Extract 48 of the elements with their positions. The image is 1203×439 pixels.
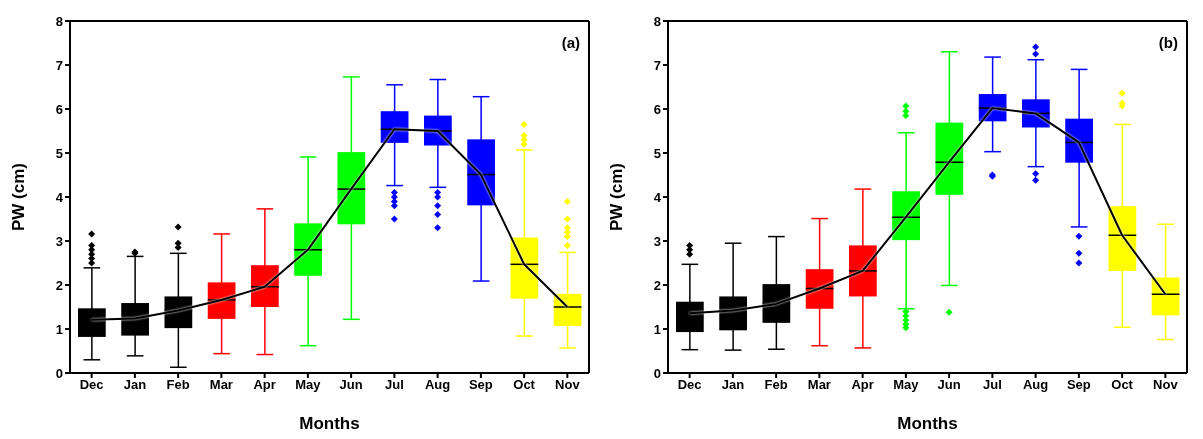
x-tick-label: Aug — [424, 377, 451, 393]
x-tick-label: Jul — [384, 377, 404, 393]
x-tick-label: Nov — [555, 377, 581, 393]
y-tick-label: 5 — [653, 145, 661, 161]
x-tick-label: Mar — [807, 377, 831, 393]
y-tick-label: 8 — [653, 13, 661, 29]
y-tick-label: 2 — [55, 277, 63, 293]
y-tick-label: 8 — [55, 13, 63, 29]
x-tick-label: Jan — [123, 377, 147, 393]
y-tick-label: 4 — [55, 189, 64, 205]
y-tick-label: 0 — [653, 365, 661, 381]
x-tick-label: Nov — [1153, 377, 1179, 393]
x-tick-label: Feb — [764, 377, 788, 393]
y-tick-label: 3 — [55, 233, 63, 249]
y-tick-label: 4 — [653, 189, 662, 205]
x-tick-label: Sep — [468, 377, 493, 393]
y-tick-label: 2 — [653, 277, 661, 293]
x-axis-title: Months — [299, 414, 360, 433]
y-tick-label: 5 — [55, 145, 63, 161]
x-tick-label: Dec — [677, 377, 702, 393]
x-tick-label: Jun — [339, 377, 363, 393]
x-tick-label: Jun — [937, 377, 961, 393]
annotation: (a) — [561, 34, 580, 51]
x-tick-label: Apr — [851, 377, 874, 393]
y-axis-title: PW (cm) — [607, 163, 627, 231]
x-axis-title: Months — [897, 414, 958, 433]
x-tick-label: Feb — [166, 377, 190, 393]
x-tick-label: Apr — [253, 377, 276, 393]
y-tick-label: 1 — [653, 321, 661, 337]
y-tick-label: 6 — [55, 101, 63, 117]
x-tick-label: Dec — [79, 377, 104, 393]
y-tick-label: 1 — [55, 321, 63, 337]
x-tick-label: Sep — [1066, 377, 1091, 393]
annotation: (b) — [1158, 34, 1178, 51]
x-tick-label: Oct — [1111, 377, 1134, 393]
y-tick-label: 7 — [55, 57, 63, 73]
x-tick-label: May — [295, 377, 322, 393]
x-tick-label: May — [893, 377, 920, 393]
y-tick-label: 7 — [653, 57, 661, 73]
x-tick-label: Jan — [721, 377, 745, 393]
y-tick-label: 6 — [653, 101, 661, 117]
y-axis-title: PW (cm) — [9, 163, 29, 231]
x-tick-label: Jul — [982, 377, 1002, 393]
y-tick-label: 3 — [653, 233, 661, 249]
x-tick-label: Oct — [513, 377, 536, 393]
y-tick-label: 0 — [55, 365, 63, 381]
x-tick-label: Mar — [209, 377, 233, 393]
x-tick-label: Aug — [1022, 377, 1049, 393]
